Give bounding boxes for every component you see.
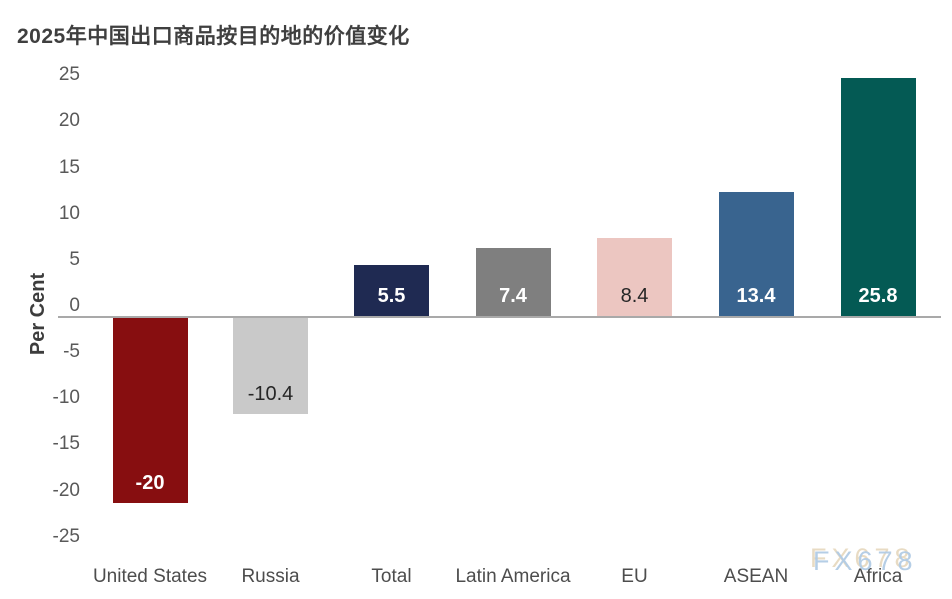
y-axis-tick-label: -25 (52, 525, 80, 547)
chart-title: 2025年中国出口商品按目的地的价值变化 (17, 25, 410, 48)
bar-africa: 25.8 (840, 78, 916, 316)
y-axis-tick-label: 20 (58, 110, 80, 132)
bar-total: 5.5 (354, 265, 429, 316)
bar-value-label: -20 (135, 472, 165, 494)
bar-value-label: 8.4 (620, 285, 649, 307)
y-axis-tick-label: -20 (52, 479, 80, 501)
bar-eu: 8.4 (597, 238, 672, 316)
bar-russia: -10.4 (233, 318, 308, 414)
x-axis-tick-label: ASEAN (723, 566, 789, 587)
y-axis-tick-label: 0 (69, 295, 80, 316)
x-axis-tick-label: Russia (241, 566, 300, 587)
bar-latin-america: 7.4 (475, 248, 551, 316)
x-axis-tick-label: Latin America (455, 566, 571, 587)
y-axis-tick-label: 10 (58, 202, 80, 224)
x-axis-tick-label: Africa (853, 566, 903, 587)
y-axis-tick-label: 25 (58, 64, 80, 86)
y-axis-tick-label: 15 (58, 156, 80, 178)
bar-value-label: 25.8 (858, 285, 898, 307)
bar-value-label: 7.4 (499, 285, 527, 307)
bar-asean: 13.4 (718, 192, 794, 316)
x-axis-tick-label: Total (371, 566, 412, 587)
y-axis-tick-label: 5 (69, 248, 80, 270)
x-axis-tick-label: United States (92, 566, 208, 587)
bar-value-label: 5.5 (377, 285, 406, 307)
bar-united-states: -20 (112, 318, 188, 503)
y-axis-tick-label: -10 (52, 387, 80, 409)
x-axis-line (58, 316, 941, 318)
bar-value-label: -10.4 (247, 383, 294, 405)
y-axis-tick-label: -5 (63, 341, 80, 363)
y-axis-tick-label: -15 (52, 433, 80, 455)
x-axis-tick-label: EU (621, 566, 648, 587)
bar-value-label: 13.4 (736, 285, 776, 307)
